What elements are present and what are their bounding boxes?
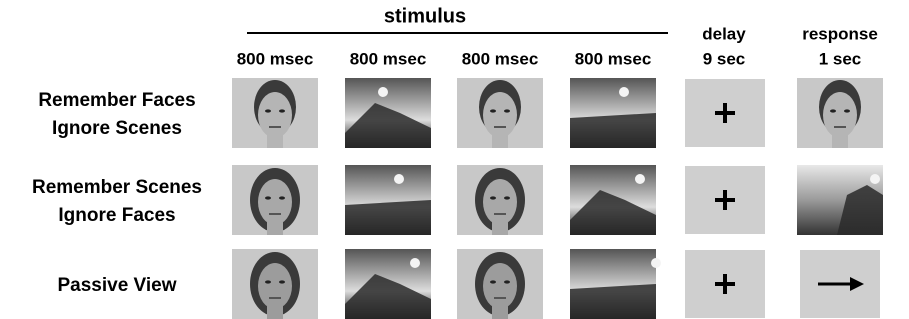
eye <box>504 196 510 199</box>
light <box>410 258 420 268</box>
face-photo <box>457 78 543 148</box>
eye <box>504 280 510 283</box>
scene-photo <box>570 165 656 235</box>
row-label: Remember Faces <box>38 90 195 111</box>
row-label: Ignore Scenes <box>52 118 182 139</box>
landscape <box>345 200 431 235</box>
response-header: response <box>802 24 878 43</box>
scene-photo <box>345 165 431 235</box>
face-photo <box>232 249 318 319</box>
duration-label: 800 msec <box>462 49 539 68</box>
row-label: Remember Scenes <box>32 177 202 198</box>
skin <box>483 179 517 225</box>
light <box>378 87 388 97</box>
skin <box>258 263 292 309</box>
landscape <box>570 113 656 148</box>
eye <box>504 109 510 112</box>
skin <box>483 263 517 309</box>
face-photo <box>232 165 318 235</box>
landscape <box>570 284 656 319</box>
eye <box>490 280 496 283</box>
light <box>635 174 645 184</box>
skin <box>483 92 517 138</box>
scene-photo <box>570 249 661 319</box>
eye <box>279 196 285 199</box>
eye <box>265 109 271 112</box>
scene-photo <box>345 249 431 319</box>
duration-label: 800 msec <box>237 49 314 68</box>
response-duration: 1 sec <box>819 49 862 68</box>
eye <box>844 109 850 112</box>
skin <box>258 179 292 225</box>
eye <box>265 196 271 199</box>
duration-label: 800 msec <box>350 49 427 68</box>
face-photo <box>232 78 318 148</box>
eye <box>279 109 285 112</box>
figure: stimulus delay 9 sec response 1 sec 800 … <box>0 0 909 319</box>
face-photo <box>797 78 883 148</box>
eye <box>830 109 836 112</box>
scene-photo <box>570 78 656 148</box>
face-photo <box>457 249 543 319</box>
skin <box>258 92 292 138</box>
eye <box>279 280 285 283</box>
scene-photo <box>345 78 431 148</box>
eye <box>265 280 271 283</box>
eye <box>490 196 496 199</box>
duration-label: 800 msec <box>575 49 652 68</box>
eye <box>490 109 496 112</box>
stimulus-header: stimulus <box>384 5 466 27</box>
face-photo <box>457 165 543 235</box>
scene-photo <box>797 165 883 235</box>
light <box>870 174 880 184</box>
delay-header: delay <box>702 24 746 43</box>
light <box>651 258 661 268</box>
skin <box>823 92 857 138</box>
light <box>394 174 404 184</box>
row-label: Passive View <box>57 275 176 296</box>
row-label: Ignore Faces <box>58 205 175 226</box>
light <box>619 87 629 97</box>
delay-duration: 9 sec <box>703 49 746 68</box>
